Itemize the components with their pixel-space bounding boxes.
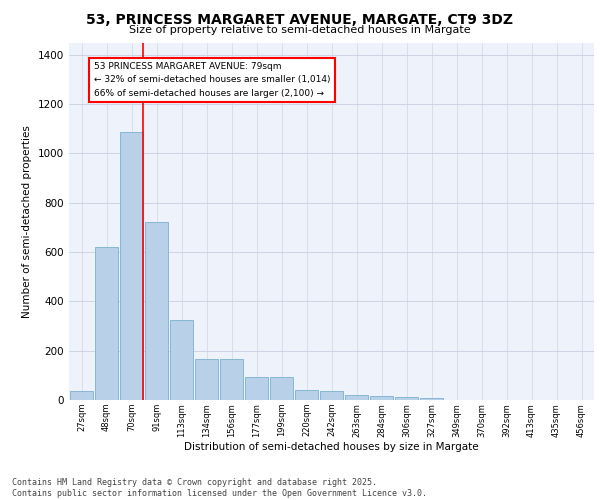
Bar <box>170 320 193 400</box>
Bar <box>370 396 393 400</box>
Bar <box>420 398 443 400</box>
Bar <box>345 394 368 400</box>
X-axis label: Distribution of semi-detached houses by size in Margate: Distribution of semi-detached houses by … <box>184 442 479 452</box>
Bar <box>95 247 118 400</box>
Bar <box>220 360 243 400</box>
Bar <box>320 392 343 400</box>
Bar <box>395 397 418 400</box>
Text: Contains HM Land Registry data © Crown copyright and database right 2025.
Contai: Contains HM Land Registry data © Crown c… <box>12 478 427 498</box>
Bar <box>245 376 268 400</box>
Bar <box>120 132 143 400</box>
Text: 53, PRINCESS MARGARET AVENUE, MARGATE, CT9 3DZ: 53, PRINCESS MARGARET AVENUE, MARGATE, C… <box>86 12 514 26</box>
Text: Size of property relative to semi-detached houses in Margate: Size of property relative to semi-detach… <box>129 25 471 35</box>
Bar <box>270 376 293 400</box>
Y-axis label: Number of semi-detached properties: Number of semi-detached properties <box>22 125 32 318</box>
Bar <box>295 390 318 400</box>
Bar <box>145 222 168 400</box>
Bar <box>195 360 218 400</box>
Text: 53 PRINCESS MARGARET AVENUE: 79sqm
← 32% of semi-detached houses are smaller (1,: 53 PRINCESS MARGARET AVENUE: 79sqm ← 32%… <box>94 62 331 98</box>
Bar <box>70 392 93 400</box>
